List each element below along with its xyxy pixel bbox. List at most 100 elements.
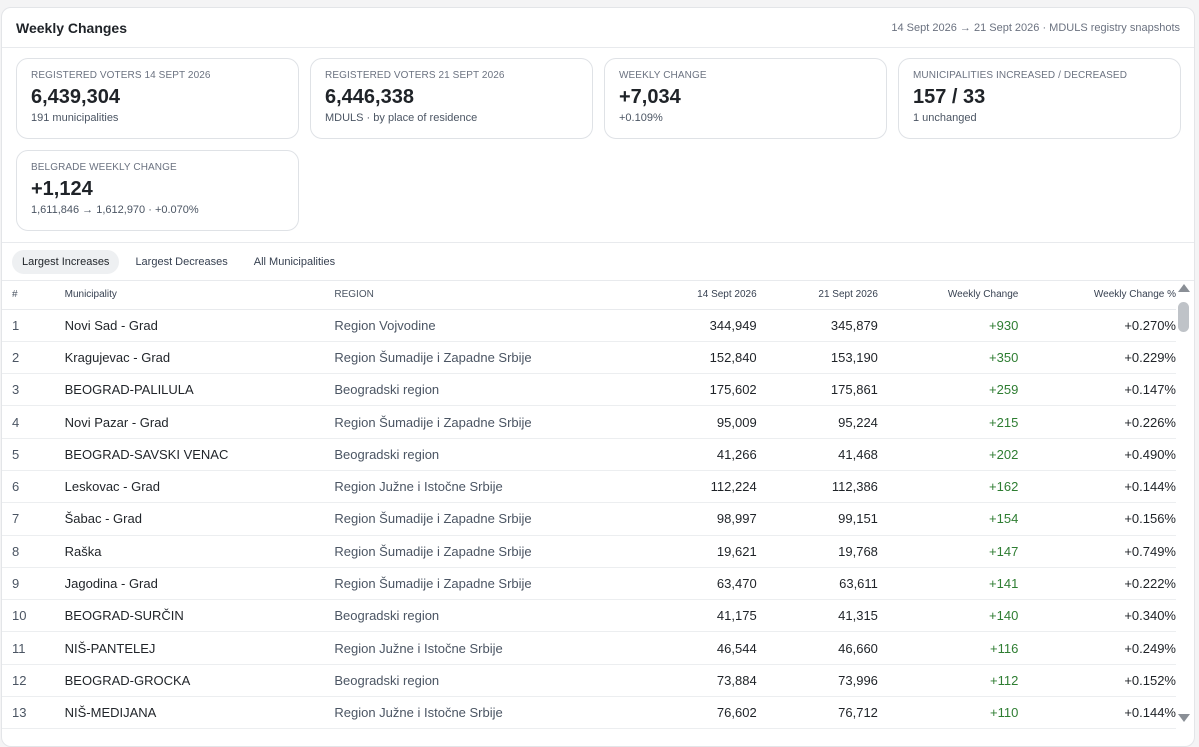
cell-weekly-change-pct: +0.144% — [1018, 696, 1176, 730]
cell-21-sept: 73,996 — [756, 664, 878, 698]
card-sub: 1,611,846 → 1,612,970 · +0.070% — [31, 204, 199, 216]
tab-largest-decreases[interactable]: Largest Decreases — [135, 255, 228, 268]
cell-weekly-change: +215 — [877, 405, 1019, 439]
cell-weekly-change-pct: +0.226% — [1018, 405, 1176, 439]
card-label: MUNICIPALITIES INCREASED / DECREASED — [913, 70, 1128, 81]
cell-municipality: NIŠ-PANTELEJ — [64, 631, 335, 665]
cell-14-sept: 152,840 — [597, 341, 757, 375]
column-header-region[interactable]: REGION — [334, 281, 598, 310]
cell-14-sept: 73,884 — [597, 664, 757, 698]
cell-region: Beogradski region — [334, 599, 598, 633]
cell-region: Region Šumadije i Zapadne Srbije — [334, 535, 598, 568]
summary-cards: REGISTERED VOTERS 14 SEPT 2026 6,439,304… — [2, 48, 1194, 231]
cell-weekly-change-pct: +0.490% — [1018, 438, 1176, 471]
card-label: REGISTERED VOTERS 14 SEPT 2026 — [31, 70, 211, 81]
cell-rank: 2 — [2, 341, 65, 375]
cell-municipality: NIŠ-MEDIJANA — [64, 696, 335, 730]
cell-rank: 4 — [2, 405, 65, 439]
cell-municipality: Kragujevac - Grad — [64, 341, 335, 375]
cell-region: Beogradski region — [334, 664, 598, 698]
table-row[interactable]: 2 Kragujevac - Grad Region Šumadije i Zapa… — [2, 341, 1176, 375]
cell-municipality: BEOGRAD-SAVSKI VENAC — [64, 438, 335, 471]
cell-region: Beogradski region — [334, 438, 598, 471]
card-voters-21-sept: REGISTERED VOTERS 21 SEPT 2026 6,446,338… — [310, 58, 593, 139]
cell-rank: 12 — [2, 664, 65, 698]
cell-weekly-change: +147 — [877, 535, 1019, 568]
table-row[interactable]: 4 Novi Pazar - Grad Region Šumadije i Zapa… — [2, 405, 1176, 439]
cell-weekly-change-pct: +0.156% — [1018, 502, 1176, 536]
column-header-weekly-change-pct[interactable]: Weekly Change % — [1018, 281, 1176, 310]
cell-weekly-change-pct: +0.229% — [1018, 341, 1176, 375]
table-row[interactable]: 5 BEOGRAD-SAVSKI VENAC Beogradski region 41… — [2, 438, 1176, 471]
column-header-14-sept[interactable]: 14 Sept 2026 — [597, 281, 757, 310]
card-value: +1,124 — [31, 178, 93, 200]
cell-municipality: Šabac - Grad — [64, 502, 335, 536]
tab-largest-increases[interactable]: Largest Increases — [12, 249, 120, 274]
table-row[interactable]: 10 BEOGRAD-SURČIN Beogradski region 41,175 4… — [2, 599, 1176, 633]
cell-21-sept: 345,879 — [756, 309, 878, 342]
table-row[interactable]: 6 Leskovac - Grad Region Južne i Istočne S… — [2, 470, 1176, 504]
panel-title: Weekly Changes — [16, 19, 128, 36]
column-header-weekly-change[interactable]: Weekly Change — [877, 281, 1019, 310]
cell-rank: 11 — [2, 631, 65, 665]
table-row[interactable]: 12 BEOGRAD-GROCKA Beogradski region 73,884 7… — [2, 664, 1176, 698]
card-sub: +0.109% — [619, 112, 663, 124]
tab-all-municipalities[interactable]: All Municipalities — [253, 255, 336, 268]
table-row[interactable]: 7 Šabac - Grad Region Šumadije i Zapadne S… — [2, 502, 1176, 536]
cell-rank: 6 — [2, 470, 65, 504]
card-voters-14-sept: REGISTERED VOTERS 14 SEPT 2026 6,439,304… — [16, 58, 299, 139]
cell-weekly-change-pct: +0.147% — [1018, 373, 1176, 407]
scrollbar-thumb[interactable] — [1178, 302, 1189, 332]
cell-14-sept: 41,175 — [597, 599, 757, 633]
cell-municipality: Jagodina - Grad — [64, 567, 335, 601]
column-header-21-sept[interactable]: 21 Sept 2026 — [756, 281, 878, 310]
card-sub: 191 municipalities — [31, 112, 119, 124]
cell-14-sept: 95,009 — [597, 405, 757, 439]
table-row[interactable]: 1 Novi Sad - Grad Region Vojvodine 344,949 3… — [2, 309, 1176, 342]
cell-municipality: Novi Sad - Grad — [64, 309, 335, 342]
table-row[interactable]: 8 Raška Region Šumadije i Zapadne Srbije 19… — [2, 535, 1176, 568]
table-scrollbar[interactable] — [1175, 278, 1192, 728]
cell-weekly-change-pct: +0.144% — [1018, 470, 1176, 504]
scroll-up-arrow-icon[interactable] — [1178, 284, 1190, 292]
card-value: +7,034 — [619, 86, 681, 108]
column-header-rank[interactable]: # — [2, 281, 65, 310]
cell-rank: 1 — [2, 309, 65, 342]
table-body: 1 Novi Sad - Grad Region Vojvodine 344,949 3… — [2, 309, 1176, 730]
card-value: 6,446,338 — [325, 86, 414, 108]
cell-21-sept: 153,190 — [756, 341, 878, 375]
cell-region: Region Šumadije i Zapadne Srbije — [334, 502, 598, 536]
cell-rank: 13 — [2, 696, 65, 730]
card-label: BELGRADE WEEKLY CHANGE — [31, 162, 177, 173]
cell-21-sept: 112,386 — [756, 470, 878, 504]
cell-21-sept: 63,611 — [756, 567, 878, 601]
cell-21-sept: 95,224 — [756, 405, 878, 439]
cell-region: Region Šumadije i Zapadne Srbije — [334, 341, 598, 375]
cell-rank: 5 — [2, 438, 65, 471]
scroll-down-arrow-icon[interactable] — [1178, 714, 1190, 722]
cell-weekly-change: +162 — [877, 470, 1019, 504]
cell-21-sept: 76,712 — [756, 696, 878, 730]
table-header-row: # Municipality REGION 14 Sept 2026 21 Se… — [2, 281, 1176, 310]
table-row[interactable]: 13 NIŠ-MEDIJANA Region Južne i Istočne Srb… — [2, 696, 1176, 730]
table-row[interactable]: 11 NIŠ-PANTELEJ Region Južne i Istočne Srb… — [2, 631, 1176, 665]
cell-rank: 8 — [2, 535, 65, 568]
cell-14-sept: 63,470 — [597, 567, 757, 601]
cell-weekly-change: +116 — [877, 631, 1019, 665]
tab-bar: Largest Increases Largest Decreases All … — [2, 242, 1194, 281]
table-row[interactable]: 9 Jagodina - Grad Region Šumadije i Zapadn… — [2, 567, 1176, 601]
column-header-municipality[interactable]: Municipality — [64, 281, 335, 310]
card-municipalities-increased-decreased: MUNICIPALITIES INCREASED / DECREASED 157… — [898, 58, 1181, 139]
table-row[interactable]: 3 BEOGRAD-PALILULA Beogradski region 175,60… — [2, 373, 1176, 407]
cell-21-sept: 41,315 — [756, 599, 878, 633]
cell-weekly-change-pct: +0.340% — [1018, 599, 1176, 633]
card-sub: 1 unchanged — [913, 112, 977, 124]
cell-weekly-change-pct: +0.270% — [1018, 309, 1176, 342]
card-weekly-change: WEEKLY CHANGE +7,034 +0.109% — [604, 58, 887, 139]
cell-21-sept: 175,861 — [756, 373, 878, 407]
cell-21-sept: 46,660 — [756, 631, 878, 665]
card-label: WEEKLY CHANGE — [619, 70, 707, 81]
table-container: # Municipality REGION 14 Sept 2026 21 Se… — [2, 281, 1194, 730]
cell-weekly-change-pct: +0.749% — [1018, 535, 1176, 568]
cell-region: Region Južne i Istočne Srbije — [334, 696, 598, 730]
